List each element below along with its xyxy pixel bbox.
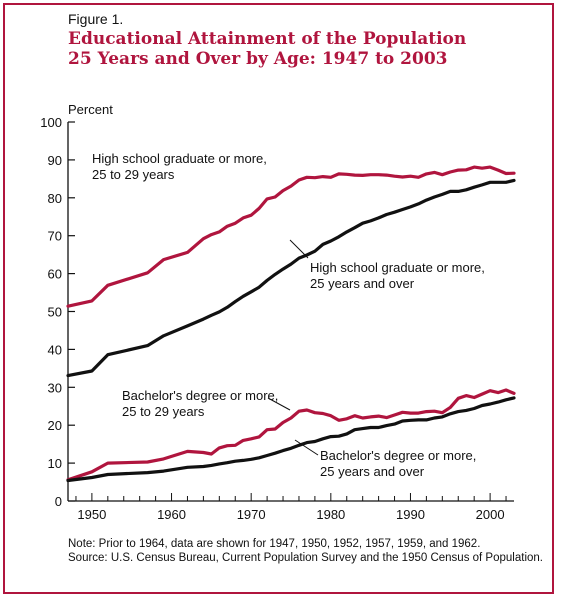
y-tick-label: 70	[48, 229, 62, 244]
x-tick-label: 1960	[157, 507, 186, 522]
x-tick-label: 1990	[396, 507, 425, 522]
series-label-ba-25-29: Bachelor's degree or more, 25 to 29 year…	[122, 388, 282, 419]
series-line-ba-25-over	[66, 396, 516, 483]
series-label-hs-25-over: High school graduate or more, 25 years a…	[310, 260, 489, 291]
y-ticks: 0 10 20 30 40 50 60 70 80 90 100	[40, 115, 75, 509]
leader-line-ba-25-29	[267, 397, 291, 411]
y-tick-label: 40	[48, 342, 62, 357]
x-tick-label: 1980	[316, 507, 345, 522]
series-line-ba-25-29	[66, 388, 516, 482]
y-tick-label: 50	[48, 305, 62, 320]
y-tick-label: 60	[48, 267, 62, 282]
leader-line-hs-25-over	[289, 239, 309, 259]
series-label-hs-25-29: High school graduate or more, 25 to 29 y…	[92, 151, 271, 182]
x-ticks: 1950 1960 1970 1980 1990 2000	[75, 493, 507, 522]
series-lines	[66, 165, 516, 483]
x-tick-label: 1970	[237, 507, 266, 522]
series-line-hs-25-29	[66, 165, 516, 308]
chart-title: Educational Attainment of the Population…	[68, 29, 466, 69]
label-leader-lines	[267, 239, 319, 456]
figure-label: Figure 1.	[68, 11, 124, 27]
series-label-hs-25-over-line-1: High school graduate or more,	[310, 260, 485, 275]
series-label-hs-25-over-line-2: 25 years and over	[310, 276, 415, 291]
series-label-ba-25-29-line-2: 25 to 29 years	[122, 404, 205, 419]
leader-line-ba-25-over	[294, 439, 319, 456]
series-label-hs-25-29-line-1: High school graduate or more,	[92, 151, 267, 166]
series-label-ba-25-over-line-2: 25 years and over	[320, 464, 425, 479]
chart-title-line-2: 25 Years and Over by Age: 1947 to 2003	[68, 49, 448, 69]
y-tick-label: 10	[48, 456, 62, 471]
series-line-hs-25-over	[66, 178, 516, 378]
chart-title-line-1: Educational Attainment of the Population	[68, 29, 467, 49]
note-text: Note: Prior to 1964, data are shown for …	[68, 538, 481, 550]
y-tick-label: 20	[48, 418, 62, 433]
y-tick-label: 80	[48, 191, 62, 206]
y-tick-label: 30	[48, 380, 62, 395]
series-label-hs-25-29-line-2: 25 to 29 years	[92, 167, 175, 182]
x-tick-label: 1950	[77, 507, 106, 522]
y-tick-label: 90	[48, 153, 62, 168]
series-labels: High school graduate or more, 25 to 29 y…	[92, 151, 489, 479]
series-label-ba-25-29-line-1: Bachelor's degree or more,	[122, 388, 278, 403]
x-tick-label: 2000	[476, 507, 505, 522]
chart-note: Note: Prior to 1964, data are shown for …	[68, 537, 543, 565]
y-axis-label: Percent	[68, 102, 113, 117]
y-tick-label: 100	[40, 115, 62, 130]
series-label-ba-25-over: Bachelor's degree or more, 25 years and …	[320, 448, 480, 479]
series-label-ba-25-over-line-1: Bachelor's degree or more,	[320, 448, 476, 463]
y-tick-label: 0	[55, 494, 62, 509]
source-text: Source: U.S. Census Bureau, Current Popu…	[68, 552, 543, 564]
